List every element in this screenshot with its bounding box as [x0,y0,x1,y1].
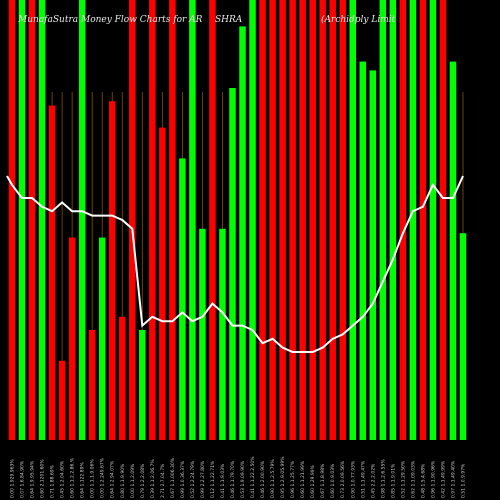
red-bar [108,101,116,440]
x-tick-label: 0.60 1.0.9.03% [330,463,336,498]
green-bar [449,61,457,440]
red-bar [309,0,316,440]
red-bar [279,0,286,440]
x-tick-label: 0.90 1.1.2.5.79% [270,459,276,498]
red-bar [439,0,447,440]
red-bar [8,0,16,440]
red-bar [269,0,276,440]
red-bar [209,0,216,440]
x-tick-label: 0.12 1.1.22.71% [210,460,216,498]
green-bar [359,61,367,440]
x-tick-label: 0.46 1.1.79.70% [230,460,236,498]
red-bar [28,0,36,440]
green-bar [78,0,86,440]
green-bar [189,0,196,440]
green-bar [229,88,236,440]
x-tick-label: 0.46 1.2.00.90% [260,460,266,498]
red-bar [289,0,296,440]
x-tick-label: 0.64 1.9.95.94% [30,460,36,498]
x-tick-label: 0.99 1.0.36.37% [180,460,186,498]
chart-title-middle: SHRA [215,15,243,25]
x-tick-label: 0.51 1.1.49.47% [360,460,366,498]
chart-title-left: MunafaSutra Money Flow Charts for AR [17,15,203,25]
green-bar [409,0,417,440]
green-bar [369,70,377,441]
green-bar [179,158,186,440]
red-bar [129,0,136,440]
x-tick-label: 2.71 2.7.04.7% [160,463,166,498]
red-bar [149,0,156,440]
x-tick-label: 0.60 1.1.2.2.86.% [70,457,76,498]
x-tick-label: 0.07 1.6.84.90% [20,460,26,498]
x-tick-label: 0.85 1.1.9.01% [390,463,396,498]
red-bar [68,237,76,440]
red-bar [419,0,427,440]
x-tick-label: 0.95 1.2.9.05.99% [280,456,286,498]
green-bar [349,0,356,440]
green-bar [18,0,26,440]
x-tick-label: 0.00 1.929.963% [10,459,16,498]
red-bar [399,0,407,440]
green-bar [98,237,106,440]
x-tick-label: 0.99 2.2.27.80% [200,460,206,498]
x-tick-label: 0.00 1.2.249.67% [100,457,106,498]
green-bar [379,0,387,440]
x-tick-label: 0.52 1.2.24.79% [190,460,196,498]
green-bar [219,228,226,440]
x-tick-label: 0.00 1.1.1.9.06% [90,459,96,498]
x-tick-label: 0.67 1.1.006.30% [170,457,176,498]
green-bar [249,0,256,440]
x-tick-label: 0.45 2.2.2.02% [370,463,376,498]
x-tick-label: 0.98 1.1.2.6.55% [380,459,386,498]
x-tick-label: 0.60 2.1201.60% [40,459,46,498]
red-bar [58,360,66,440]
x-tick-label: 0.60 1.1.21.99% [300,460,306,498]
x-tick-label: 0.41 1.1.22.2.50% [250,456,256,498]
red-bar [119,316,126,440]
x-tick-label: 0.96 1.1.25.77% [290,460,296,498]
red-bar [169,0,176,440]
money-flow-bars [8,0,467,441]
red-bar [48,105,56,440]
x-tick-label: 0.51 1.0.9.97% [460,463,466,498]
red-bar [319,0,326,440]
x-tick-label: 0.48 1.5.4.68% [420,463,426,498]
x-tick-label: 0.42 1.1.49.99% [440,460,446,498]
red-bar [259,0,266,440]
chart-title-right: (Archidply Limit [321,14,396,25]
x-tick-label: 0.41 1.1.9.03% [220,463,226,498]
x-tick-label: 0.60 1.29.99% [310,464,316,498]
green-bar [38,0,46,440]
green-bar [239,26,246,441]
x-tick-label: 0.53 1.9.09.90% [240,460,246,498]
x-tick-label: 0.62 1.1.09.03% [410,460,416,498]
x-tick-label: 0.67 1.1.8.98% [320,463,326,498]
red-bar [329,0,336,440]
red-bar [88,330,96,440]
x-tick-label: 0.52 1.1.29.50% [400,460,406,498]
x-tick-label: 0.73 2.0.09.56% [340,460,346,498]
x-tick-label: 0.64 1.122.89% [80,462,86,498]
money-flow-line [6,175,464,353]
x-tick-label: 0.80 1.1.9.90% [120,463,126,498]
x-tick-label: 0.79 1.2.2.08% [140,463,146,498]
green-bar [459,233,467,440]
green-bar [199,228,206,440]
x-tick-label: 0.71 1.88.69% [50,464,56,498]
red-bar [339,0,346,440]
x-tick-labels: 0.00 1.929.963% 0.07 1.6.84.90% 0.64 1.9.9… [10,456,467,498]
green-bar [139,330,146,440]
green-bar [429,0,437,440]
red-bar [299,0,306,440]
x-tick-label: 0.64 1.2.94.07% [110,460,116,498]
x-tick-label: 0.97 1.1.49.40% [450,460,456,498]
x-tick-label: 0.39 1.1.2.06.7% [150,459,156,498]
x-tick-label: 0.90 1.0.77.93% [350,460,356,498]
x-tick-label: 0.96 1.1.90.96% [430,460,436,498]
x-tick-label: 0.00 1.1.2.09% [130,463,136,498]
x-tick-label: 0.45 1.2.04.60% [60,460,66,498]
green-bar [389,0,397,440]
red-bar [159,127,166,440]
